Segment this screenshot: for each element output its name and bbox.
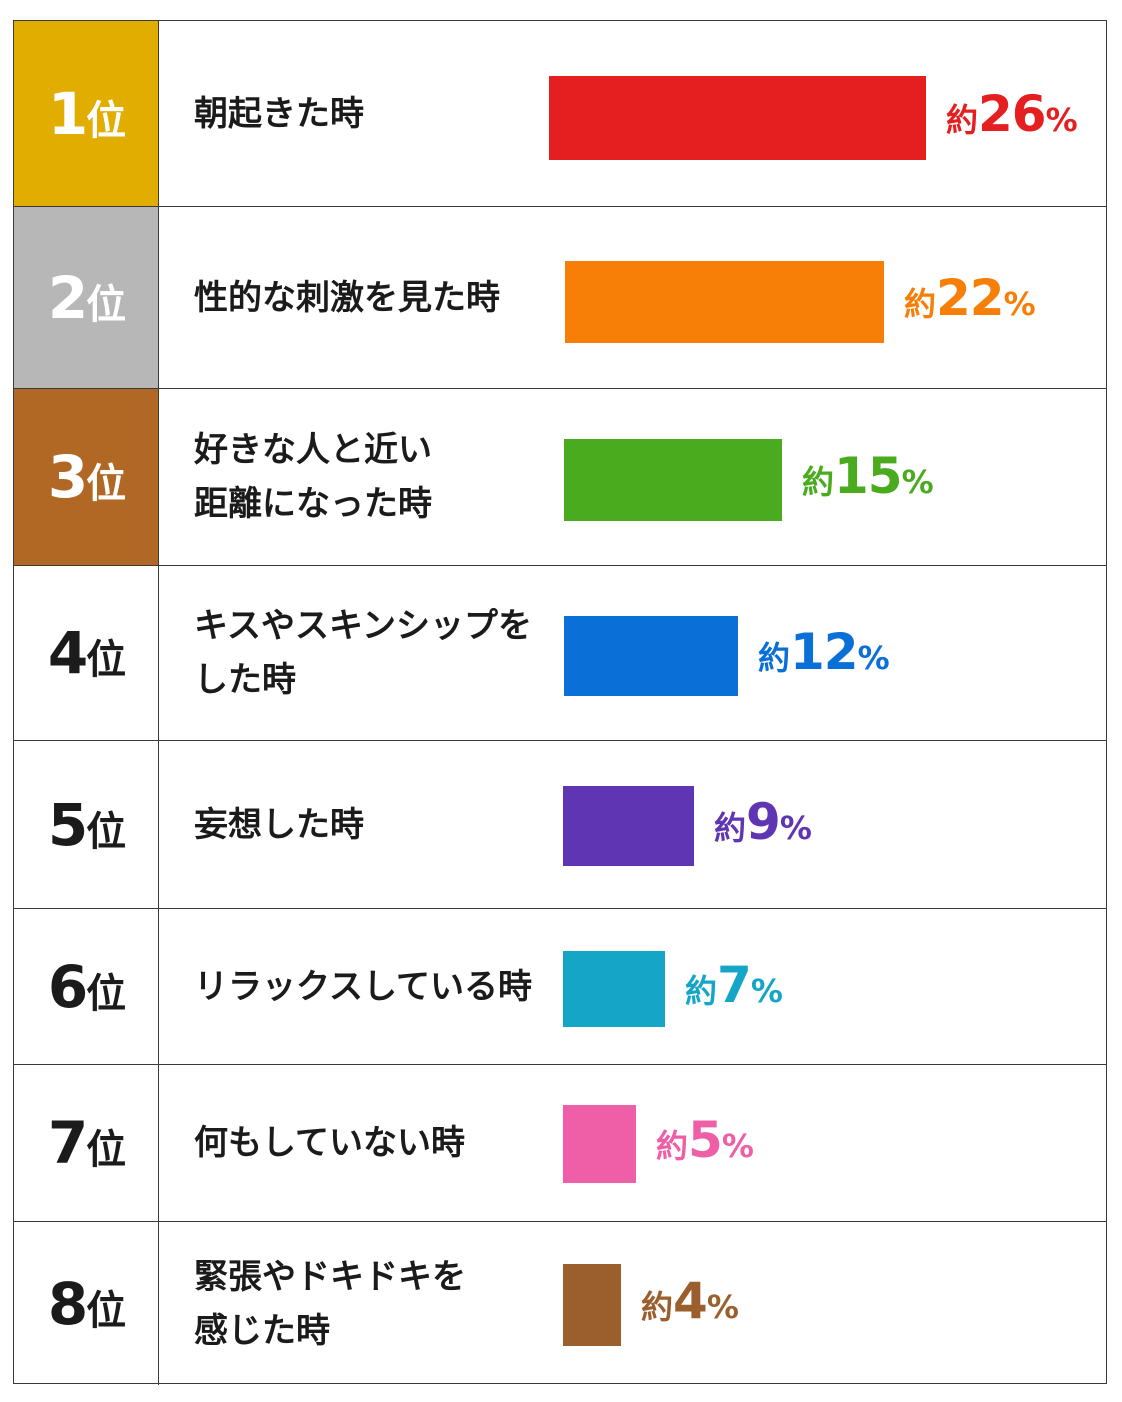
rank-suffix: 位 [86, 281, 126, 328]
rank-suffix: 位 [86, 637, 126, 683]
value-unit: % [1045, 101, 1078, 139]
ranking-row: 3 位好きな人と近い 距離になった時約 15% [14, 389, 1106, 566]
ranking-row: 7 位何もしていない時約 5% [14, 1065, 1106, 1222]
value-unit: % [1003, 285, 1036, 323]
bar [563, 1105, 636, 1183]
rank-number: 7 [47, 1109, 88, 1177]
value-unit: % [857, 639, 890, 677]
value-number: 22 [936, 269, 1005, 327]
row-label: リラックスしている時 [194, 966, 532, 1007]
rank-number: 3 [47, 443, 88, 511]
value-prefix: 約 [946, 101, 979, 139]
value-label: 約 7% [685, 956, 783, 1014]
ranking-row: 4 位キスやスキンシップを した時約 12% [14, 566, 1106, 741]
rank-suffix: 位 [86, 808, 126, 855]
value-unit: % [750, 972, 783, 1010]
bar [564, 439, 782, 521]
rank-number: 2 [47, 263, 88, 332]
rank-suffix: 位 [86, 461, 126, 507]
row-label: 緊張やドキドキを 感じた時 [194, 1256, 466, 1351]
value-unit: % [706, 1288, 739, 1326]
ranking-row: 1 位朝起きた時約 26% [14, 21, 1106, 207]
value-label: 約 9% [714, 793, 812, 851]
row-label: 性的な刺激を見た時 [194, 277, 500, 318]
value-number: 15 [834, 447, 903, 505]
value-label: 約 5% [656, 1111, 754, 1169]
rank-suffix: 位 [86, 970, 126, 1017]
value-number: 5 [688, 1111, 723, 1169]
rank-number: 6 [47, 952, 88, 1021]
rank-number: 4 [47, 619, 88, 687]
value-number: 7 [717, 956, 752, 1014]
value-label: 約 22% [904, 269, 1036, 327]
bar [549, 76, 926, 160]
bar [563, 951, 665, 1027]
row-label: 好きな人と近い 距離になった時 [194, 430, 432, 524]
row-label: 妄想した時 [194, 804, 364, 845]
value-prefix: 約 [758, 639, 791, 677]
value-number: 12 [790, 623, 859, 681]
value-label: 約 4% [641, 1272, 739, 1330]
ranking-row: 5 位妄想した時約 9% [14, 741, 1106, 909]
row-label: キスやスキンシップを した時 [194, 606, 532, 700]
rank-number: 8 [47, 1269, 88, 1338]
rank-number: 1 [47, 79, 88, 148]
value-unit: % [901, 463, 934, 501]
value-unit: % [779, 809, 812, 847]
value-prefix: 約 [656, 1127, 689, 1165]
value-prefix: 約 [904, 285, 937, 323]
bar [563, 1264, 621, 1346]
value-number: 26 [978, 85, 1047, 143]
ranking-chart: 1 位朝起きた時約 26% 2 位性的な刺激を見た時約 22% 3 位好きな人と近い 距離にな… [13, 20, 1107, 1385]
value-prefix: 約 [685, 972, 718, 1010]
value-prefix: 約 [641, 1288, 674, 1326]
value-prefix: 約 [714, 809, 747, 847]
row-label: 何もしていない時 [194, 1123, 465, 1163]
value-prefix: 約 [802, 463, 835, 501]
rank-suffix: 位 [86, 1287, 126, 1334]
rank-number: 5 [47, 790, 88, 859]
ranking-row: 8 位緊張やドキドキを 感じた時約 4% [14, 1222, 1106, 1385]
bar [563, 786, 694, 866]
value-label: 約 26% [946, 85, 1078, 143]
rank-suffix: 位 [86, 97, 126, 144]
value-unit: % [721, 1127, 754, 1165]
ranking-row: 2 位性的な刺激を見た時約 22% [14, 207, 1106, 389]
value-label: 約 15% [802, 447, 934, 505]
value-number: 9 [746, 793, 781, 851]
bar [564, 616, 738, 696]
value-number: 4 [673, 1272, 708, 1330]
ranking-row: 6 位リラックスしている時約 7% [14, 909, 1106, 1065]
value-label: 約 12% [758, 623, 890, 681]
bar [565, 261, 884, 343]
rank-suffix: 位 [86, 1127, 126, 1173]
row-label: 朝起きた時 [194, 93, 364, 134]
